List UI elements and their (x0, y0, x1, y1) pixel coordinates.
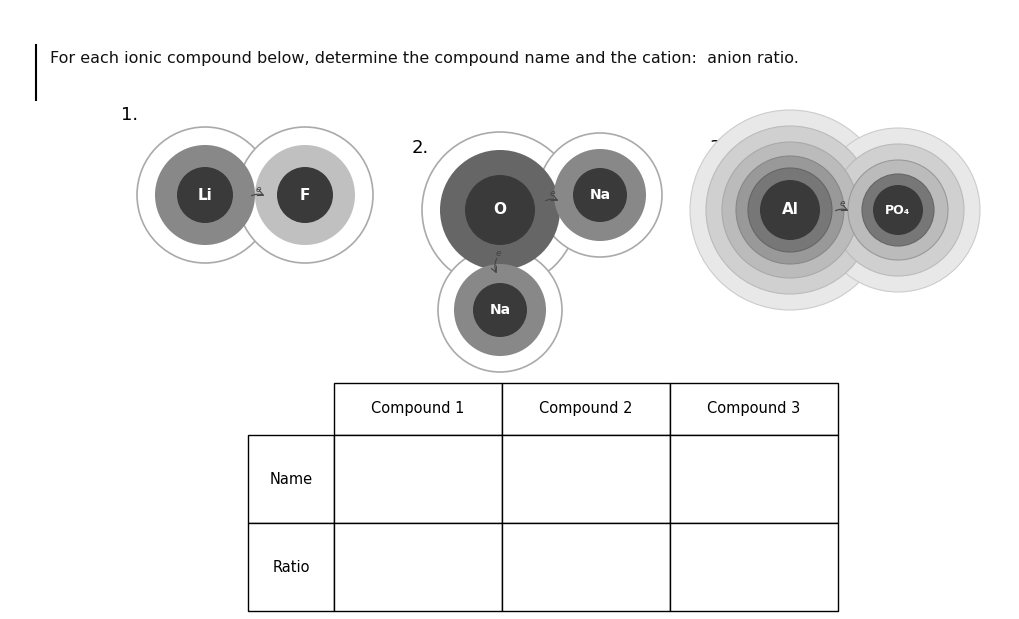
Text: Compound 3: Compound 3 (707, 402, 801, 417)
Bar (502, 435, 671, 523)
Text: Compound 1: Compound 1 (371, 402, 465, 417)
Circle shape (816, 128, 980, 292)
Text: 2.: 2. (412, 139, 429, 157)
Circle shape (873, 185, 923, 235)
Circle shape (538, 133, 662, 257)
Text: Li: Li (198, 188, 212, 202)
Circle shape (277, 167, 333, 223)
Circle shape (155, 145, 255, 245)
Bar (248, 435, 334, 523)
Circle shape (748, 168, 832, 252)
Bar (334, 435, 502, 523)
Bar (248, 523, 334, 611)
Circle shape (722, 142, 858, 278)
Circle shape (440, 150, 560, 270)
Bar (671, 383, 838, 435)
Text: Ratio: Ratio (272, 560, 310, 574)
Text: e: e (255, 184, 261, 194)
Circle shape (137, 127, 273, 263)
Text: e: e (495, 249, 500, 259)
Bar (502, 383, 671, 435)
Circle shape (438, 248, 562, 372)
Text: Al: Al (782, 202, 799, 217)
Bar (334, 523, 502, 611)
Circle shape (706, 126, 874, 294)
Text: e: e (549, 189, 554, 199)
Text: Na: Na (489, 303, 511, 317)
Text: PO₄: PO₄ (886, 204, 911, 217)
Circle shape (177, 167, 233, 223)
Bar (671, 435, 838, 523)
Circle shape (832, 144, 964, 276)
Text: Compound 2: Compound 2 (539, 402, 633, 417)
Circle shape (422, 132, 578, 288)
Text: 1.: 1. (121, 106, 139, 124)
Circle shape (848, 160, 948, 260)
Circle shape (554, 149, 646, 241)
Text: For each ionic compound below, determine the compound name and the cation:  anio: For each ionic compound below, determine… (50, 51, 799, 66)
Circle shape (862, 174, 934, 246)
Circle shape (573, 168, 627, 222)
Text: e: e (840, 199, 845, 209)
Bar (502, 523, 671, 611)
Bar (671, 523, 838, 611)
Circle shape (473, 283, 527, 337)
Circle shape (736, 156, 844, 264)
Text: Na: Na (589, 188, 610, 202)
Text: F: F (300, 188, 310, 202)
Bar (334, 383, 502, 435)
Circle shape (237, 127, 373, 263)
Circle shape (465, 175, 535, 245)
Circle shape (760, 180, 820, 240)
Circle shape (454, 264, 546, 356)
Circle shape (690, 110, 890, 310)
Text: 3.: 3. (709, 139, 727, 157)
Text: O: O (493, 202, 506, 217)
Circle shape (255, 145, 355, 245)
Text: Name: Name (269, 472, 313, 487)
